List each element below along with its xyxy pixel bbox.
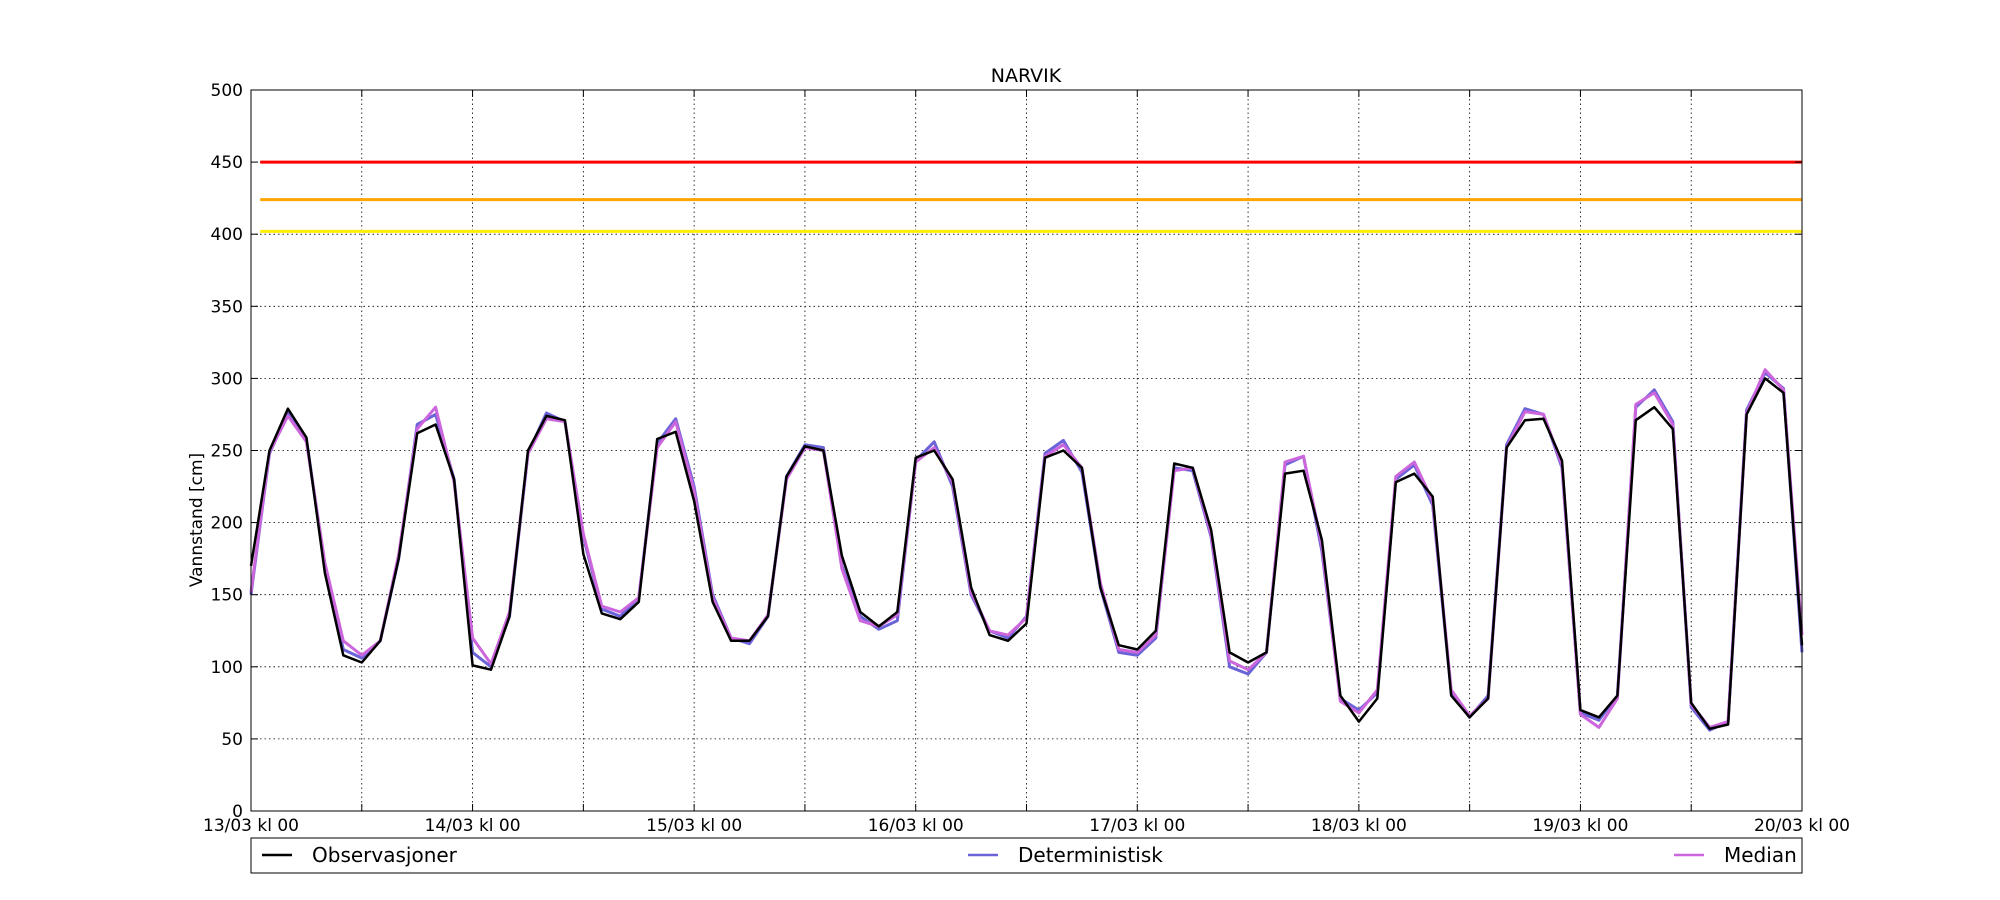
y-tick-label-0: 0 xyxy=(232,802,243,822)
x-tick-label-0: 13/03 kl 00 xyxy=(203,816,299,836)
y-tick-label-100: 100 xyxy=(211,658,243,678)
y-tick-label-400: 400 xyxy=(211,225,243,245)
x-tick-label-2: 15/03 kl 00 xyxy=(646,816,742,836)
legend-label-observasjoner: Observasjoner xyxy=(312,843,458,867)
x-tick-label-5: 18/03 kl 00 xyxy=(1311,816,1407,836)
legend-box xyxy=(250,837,1803,874)
legend-label-median: Median xyxy=(1724,843,1797,867)
x-tick-label-1: 14/03 kl 00 xyxy=(425,816,521,836)
y-tick-label-250: 250 xyxy=(211,442,243,462)
y-tick-label-50: 50 xyxy=(221,730,243,750)
y-tick-label-300: 300 xyxy=(211,369,243,389)
y-axis-label: Vannstand [cm] xyxy=(187,453,207,587)
x-tick-label-3: 16/03 kl 00 xyxy=(868,816,964,836)
y-tick-label-450: 450 xyxy=(211,153,243,173)
y-tick-label-200: 200 xyxy=(211,514,243,534)
series-line-observasjoner xyxy=(249,377,1804,731)
y-tick-label-500: 500 xyxy=(211,81,243,101)
chart-title: NARVIK xyxy=(991,65,1062,87)
threshold-lines xyxy=(260,160,1802,233)
y-axis-ticks: 0 50 100 150 200 250 300 350 400 450 500 xyxy=(211,81,1802,822)
legend-label-deterministisk: Deterministisk xyxy=(1018,843,1163,867)
x-axis-ticks: 13/03 kl 00 14/03 kl 00 15/03 kl 00 16/03 k… xyxy=(203,90,1850,836)
x-tick-label-7: 20/03 kl 00 xyxy=(1754,816,1850,836)
x-tick-label-6: 19/03 kl 00 xyxy=(1532,816,1628,836)
legend: Observasjoner Deterministisk Median xyxy=(250,837,1803,874)
y-tick-label-350: 350 xyxy=(211,297,243,317)
series-lines xyxy=(249,368,1804,732)
y-tick-label-150: 150 xyxy=(211,586,243,606)
x-tick-label-4: 17/03 kl 00 xyxy=(1089,816,1185,836)
